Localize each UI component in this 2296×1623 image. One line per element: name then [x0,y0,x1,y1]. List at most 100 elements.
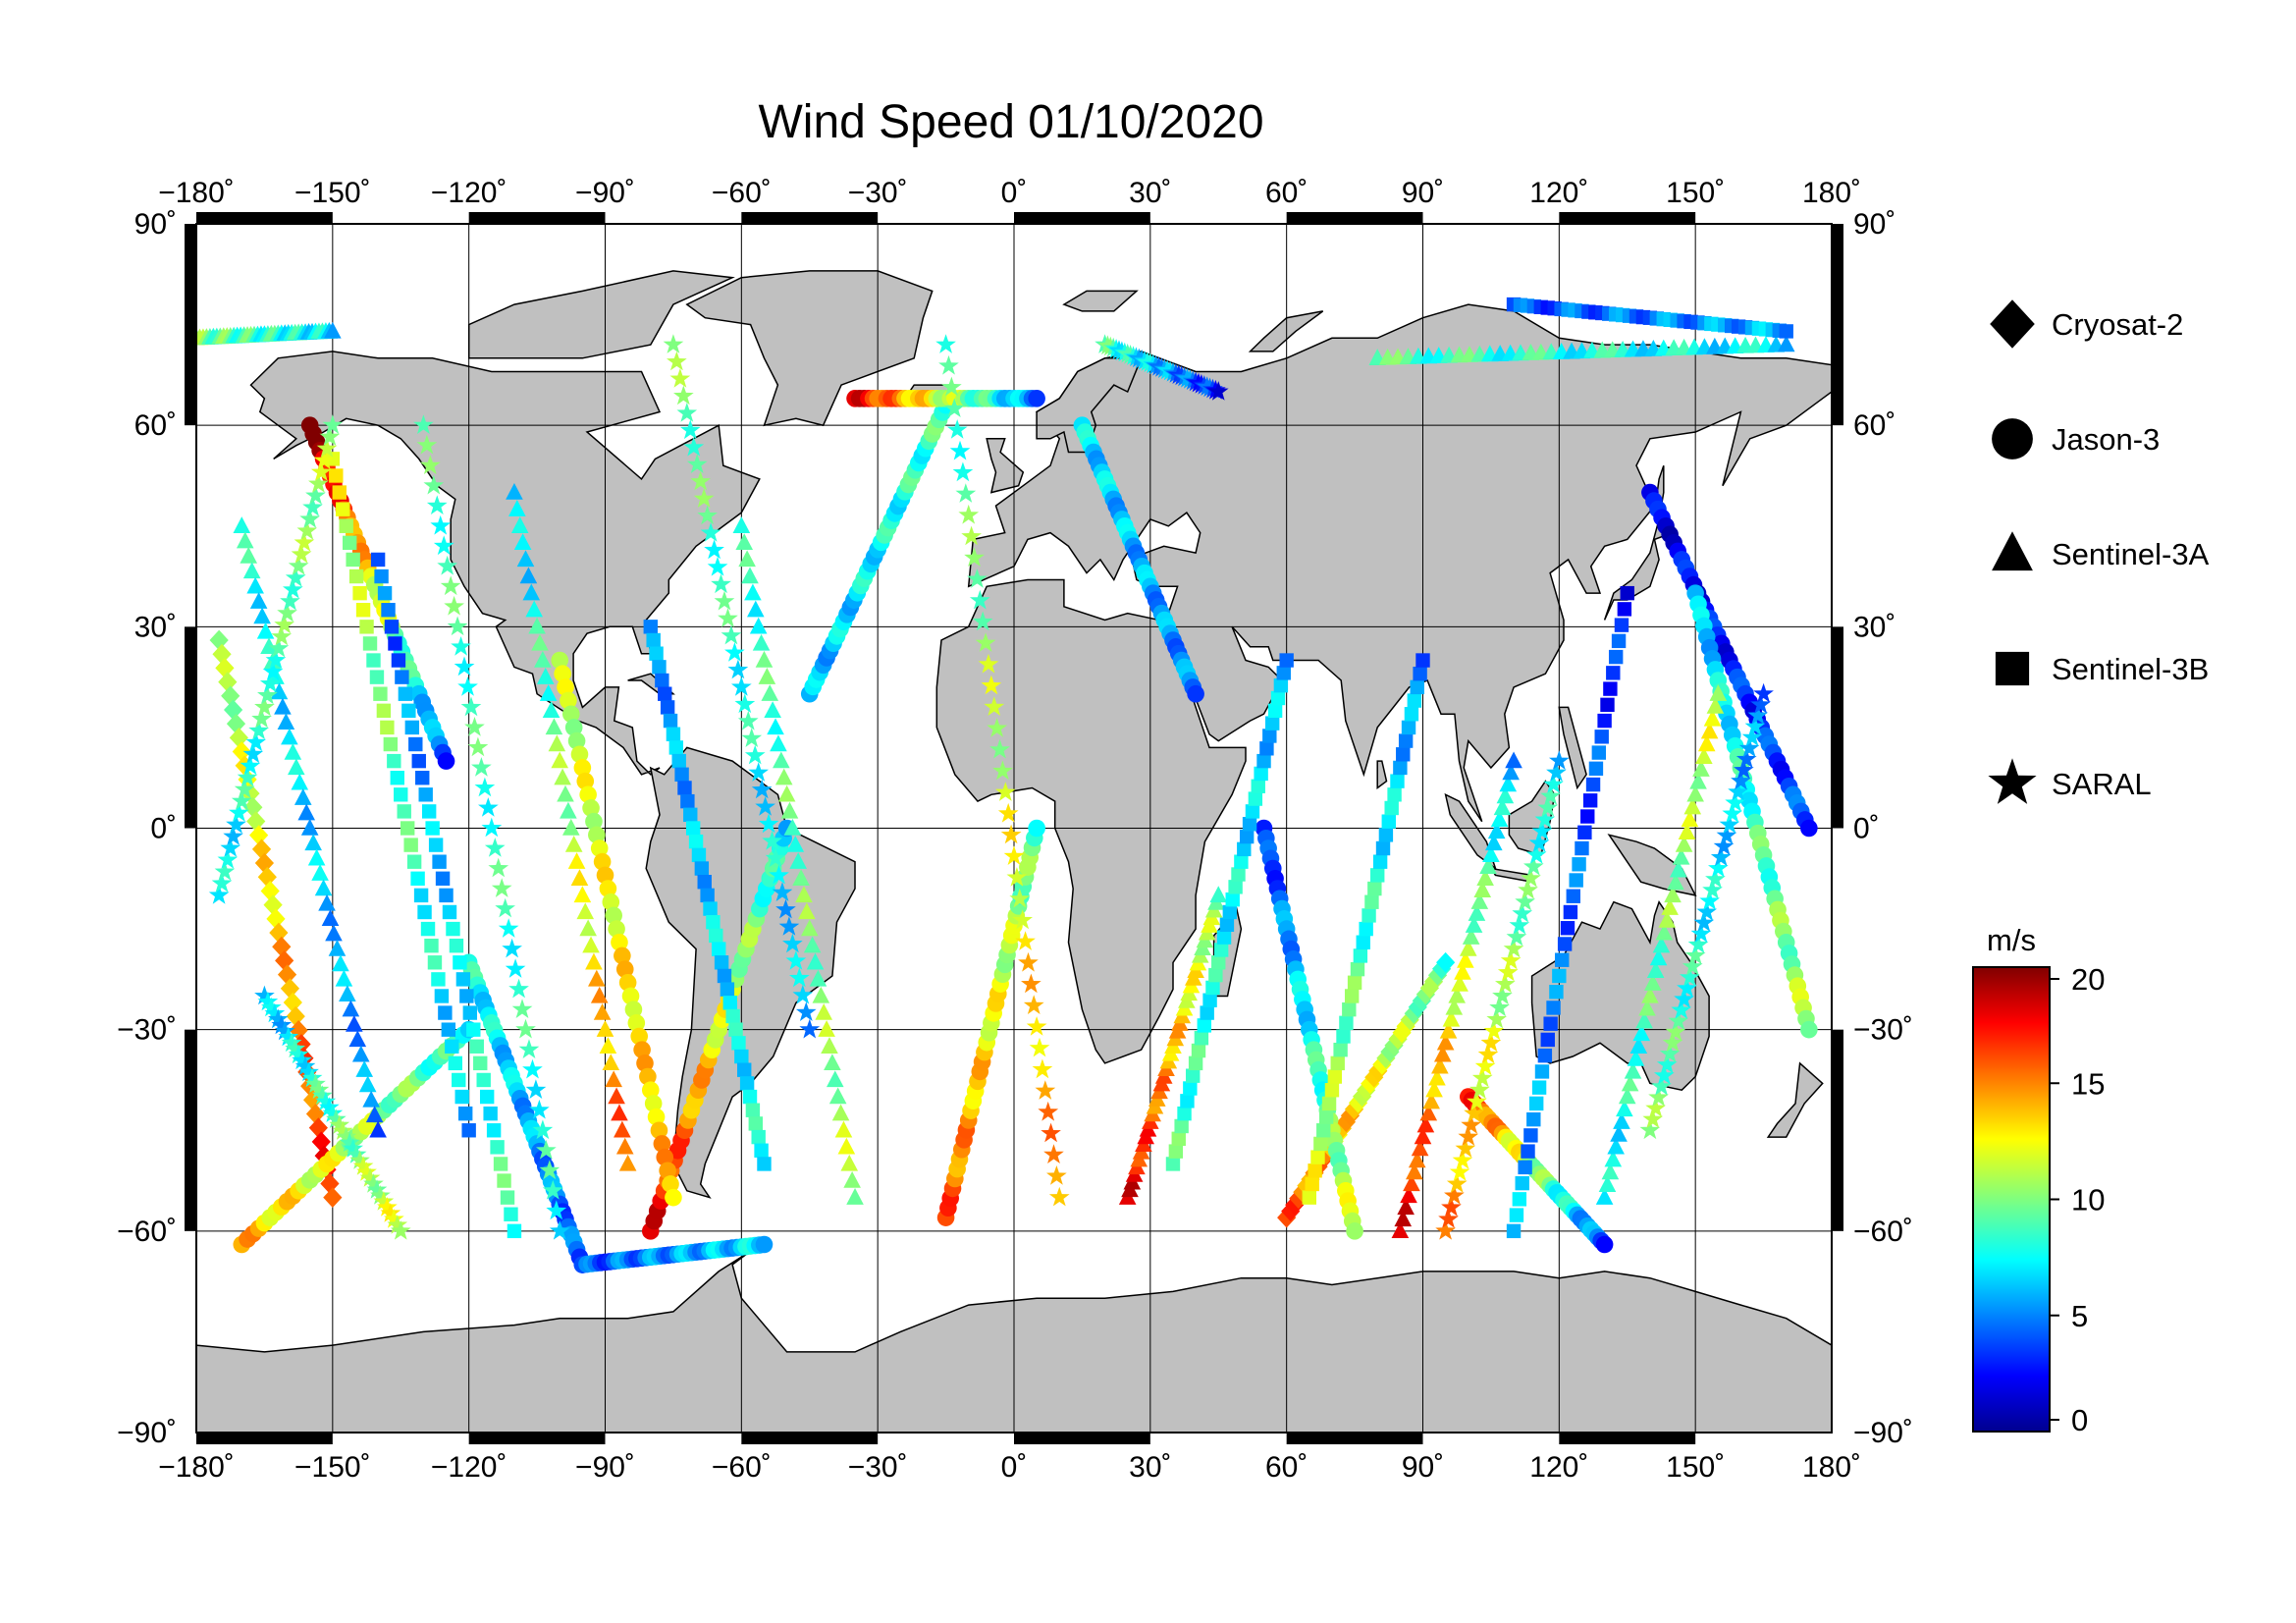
data-point [546,1200,567,1220]
data-point [792,984,814,1004]
data-point [1171,1131,1186,1146]
bottom-border-bar [1286,1433,1423,1444]
data-point [700,522,721,542]
data-point [1692,760,1710,777]
data-point [522,1058,543,1079]
data-point [435,871,451,886]
data-point [304,834,322,851]
data-point [1305,1176,1319,1192]
data-point [709,928,723,944]
data-point [636,1055,654,1072]
data-point [1474,1055,1496,1076]
data-point [1521,867,1541,888]
data-point [758,668,776,684]
data-point [780,801,799,819]
data-point [1616,1100,1633,1117]
data-point [1313,1136,1328,1152]
data-point [1705,868,1726,889]
map-border-bars [185,212,1843,1444]
data-point [1408,1151,1426,1168]
data-point [466,1022,481,1037]
data-point [376,703,392,719]
data-point [500,1190,515,1205]
data-point [1710,846,1732,867]
data-point [561,818,580,836]
data-point [381,603,396,618]
data-point [1659,1043,1681,1063]
data-point [1690,923,1712,943]
data-point [1043,1144,1064,1163]
land-scandinavia [1036,357,1143,454]
lon-tick-label-top: 120˚ [1529,177,1588,209]
data-point [1471,1067,1493,1088]
land-sumatra [1444,792,1497,871]
data-point [430,514,452,535]
data-point [1216,930,1232,945]
data-point [1555,952,1570,967]
data-point [783,818,802,836]
data-point [1621,1074,1639,1092]
data-point [1731,770,1751,790]
data-point [1509,1208,1524,1222]
data-point [446,921,460,937]
data-point [969,589,990,610]
data-point [336,1126,357,1146]
data-point [437,752,455,770]
data-point [449,938,464,953]
data-point [476,1072,491,1088]
lon-tick-label-bottom: −30˚ [848,1451,908,1484]
data-point [846,1188,864,1205]
data-point [490,1140,505,1155]
data-point [1496,786,1515,804]
data-point [1205,980,1220,996]
data-point [307,848,326,866]
data-point [676,403,698,422]
data-point [263,894,283,916]
data-point [1515,891,1535,911]
data-point [232,741,251,762]
data-point [1800,1020,1818,1039]
data-point [1038,1101,1059,1121]
data-point [1702,879,1723,899]
data-point [272,936,292,957]
data-point [366,653,381,668]
data-point [785,950,807,970]
data-point [691,847,707,863]
data-point [798,902,816,920]
data-point [283,992,302,1013]
lon-tick-label-bottom: 150˚ [1666,1451,1725,1484]
data-point [1482,845,1500,863]
land-greenland [685,270,934,427]
data-point [1364,894,1379,909]
data-point [328,940,347,956]
data-point [596,866,614,885]
data-point [1273,677,1289,693]
data-point [1239,829,1255,844]
data-point [346,552,360,568]
data-point [1684,945,1706,965]
data-point [319,426,341,446]
data-point [754,1143,769,1158]
data-point [246,811,266,832]
data-point [1505,751,1522,769]
legend-label: Sentinel-3B [2052,652,2209,686]
lat-tick-label-left: −60˚ [117,1216,177,1248]
data-point [1431,958,1452,980]
data-point [1572,857,1586,872]
data-point [1603,681,1618,696]
data-point [404,720,420,735]
data-point [1445,998,1464,1015]
data-point [1416,1115,1435,1133]
data-point [453,955,467,970]
data-point [662,1175,679,1193]
data-point [1431,1056,1449,1074]
data-point [221,685,240,707]
data-point [1708,857,1729,878]
data-point [605,1070,622,1088]
data-point [280,590,300,611]
data-point [424,938,439,953]
data-point [1234,854,1249,869]
data-point [1747,705,1769,725]
data-point [348,568,364,584]
data-point [464,717,485,736]
